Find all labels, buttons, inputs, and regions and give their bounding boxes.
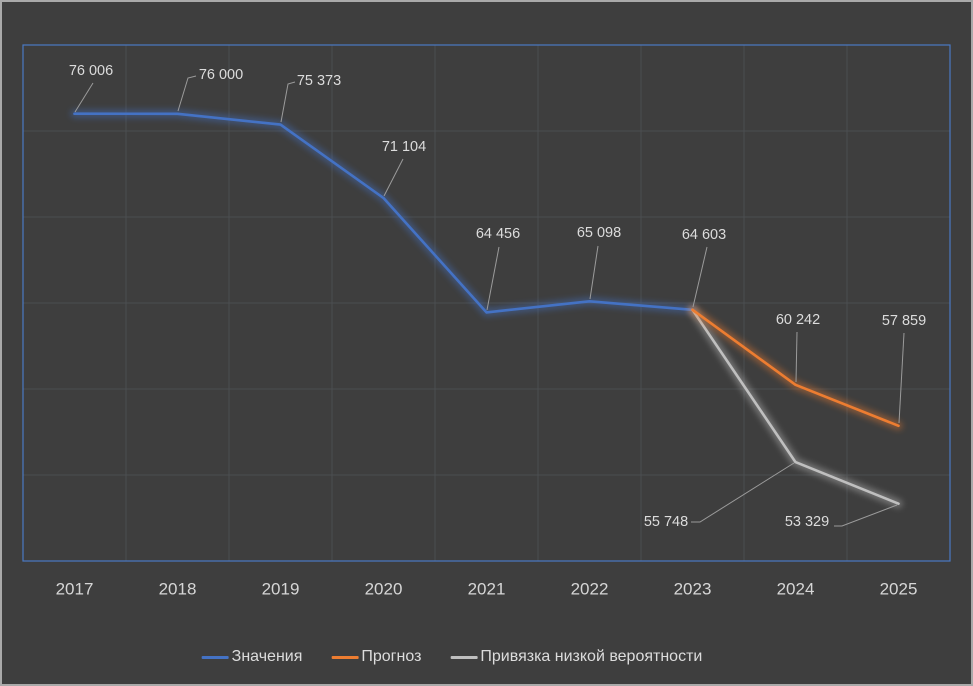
label-leader-line — [486, 246, 500, 311]
legend-item-label: Значения — [231, 648, 303, 665]
label-leader-line — [74, 82, 94, 113]
x-axis-label-2023[interactable]: 2023 — [674, 580, 712, 599]
label-leader-line — [280, 81, 296, 123]
legend-line-marker — [201, 655, 229, 659]
label-leader-line — [898, 332, 905, 424]
series-line-1[interactable] — [691, 308, 900, 506]
data-label[interactable]: 65 098 — [577, 225, 621, 241]
x-axis-label-2024[interactable]: 2024 — [777, 580, 815, 599]
label-leader-line — [691, 462, 795, 523]
chart-legend: Значения Прогноз Привязка низкой вероятнос… — [201, 648, 702, 666]
label-leader-line — [834, 504, 898, 527]
data-label[interactable]: 53 329 — [785, 514, 829, 530]
data-label[interactable]: 64 456 — [476, 226, 520, 242]
x-axis-label-2022[interactable]: 2022 — [571, 580, 609, 599]
legend-item-label: Прогноз — [361, 648, 422, 665]
label-leader-line — [795, 331, 798, 383]
series-line-0[interactable] — [73, 112, 694, 314]
legend-line-marker — [331, 655, 359, 659]
x-axis-label-2018[interactable]: 2018 — [159, 580, 197, 599]
x-axis-label-2021[interactable]: 2021 — [468, 580, 506, 599]
data-label[interactable]: 64 603 — [682, 227, 726, 243]
plot-area-border — [22, 44, 951, 562]
legend-line-marker — [450, 655, 478, 659]
legend-item-label: Привязка низкой вероятности — [480, 648, 703, 665]
x-axis-label-2025[interactable]: 2025 — [880, 580, 918, 599]
legend-item-1[interactable]: Прогноз — [331, 648, 421, 666]
legend-item-0[interactable]: Значения — [201, 648, 303, 666]
legend-item-2[interactable]: Привязка низкой вероятности — [450, 648, 702, 666]
data-label[interactable]: 57 859 — [882, 313, 926, 329]
x-axis-label-2017[interactable]: 2017 — [56, 580, 94, 599]
data-label[interactable]: 76 000 — [199, 67, 243, 83]
data-label[interactable]: 71 104 — [382, 139, 426, 155]
data-label[interactable]: 60 242 — [776, 312, 820, 328]
label-leader-line — [177, 75, 197, 112]
label-leader-line — [589, 245, 599, 300]
x-axis-label-2020[interactable]: 2020 — [365, 580, 403, 599]
label-leader-line — [383, 158, 404, 197]
data-label[interactable]: 75 373 — [297, 73, 341, 89]
label-leader-line — [692, 246, 708, 308]
series-line-2[interactable] — [691, 308, 900, 428]
x-axis-label-2019[interactable]: 2019 — [262, 580, 300, 599]
data-label[interactable]: 55 748 — [644, 514, 688, 530]
data-label[interactable]: 76 006 — [69, 63, 113, 79]
